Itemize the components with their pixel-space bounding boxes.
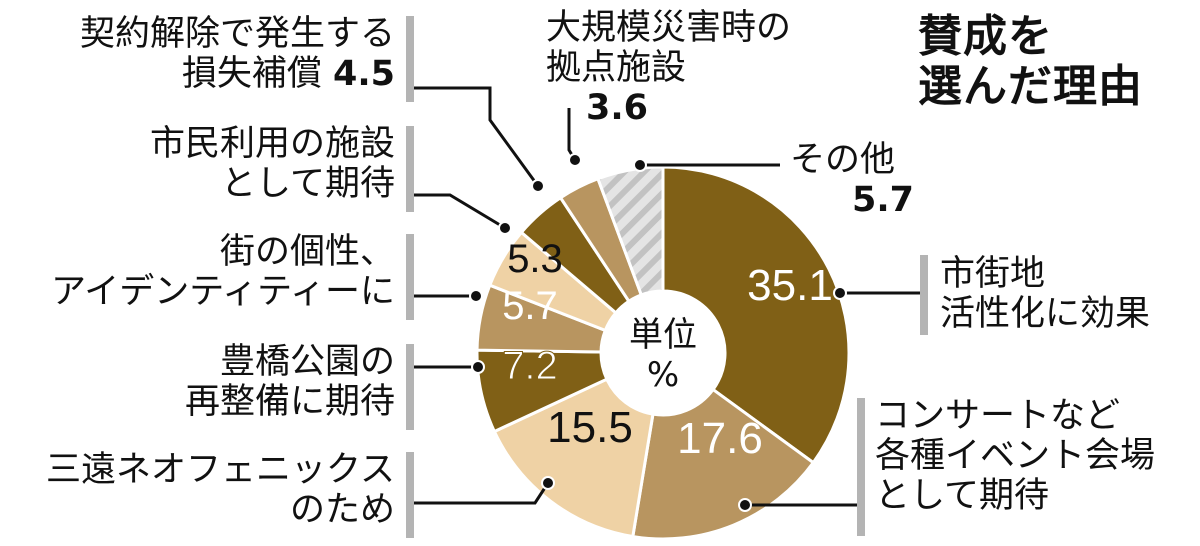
title-line1: 賛成を xyxy=(918,11,1053,62)
label-line: 拠点施設 xyxy=(546,48,687,88)
label-line: のため xyxy=(289,490,395,530)
label-sonota: その他 5.7 xyxy=(790,140,914,220)
label-bar xyxy=(406,344,414,430)
label-saigai: 大規模災害時の 拠点施設 3.6 xyxy=(546,8,791,128)
label-shigaichi: 市街地 活性化に効果 xyxy=(940,254,1150,334)
label-park: 豊橋公園の 再整備に期待 xyxy=(185,342,395,422)
label-line: 再整備に期待 xyxy=(184,382,395,422)
value-5-3: 5.3 xyxy=(507,237,563,281)
title-line2: 選んだ理由 xyxy=(918,61,1143,112)
donut-slices xyxy=(475,165,851,541)
label-shimin: 市民利用の施設 として期待 xyxy=(150,124,395,204)
donut-hole xyxy=(601,291,725,415)
value-7-2: 7.2 xyxy=(502,344,558,388)
label-bar xyxy=(857,398,865,536)
value-15-5: 15.5 xyxy=(547,403,633,452)
label-line: 契約解除で発生する xyxy=(79,14,395,54)
label-line: 三遠ネオフェニックス xyxy=(46,450,395,490)
label-value: 5.7 xyxy=(852,180,915,220)
label-line: 街の個性、 xyxy=(219,232,395,272)
chart-title: 賛成を 選んだ理由 xyxy=(918,12,1143,112)
leader-dots xyxy=(469,153,847,512)
label-line: 損失補償 xyxy=(181,54,322,94)
label-line: 市民利用の施設 xyxy=(149,124,395,164)
label-concert: コンサートなど 各種イベント会場 として期待 xyxy=(875,396,1155,516)
label-line: 各種イベント会場 xyxy=(875,436,1156,476)
value-35-1: 35.1 xyxy=(747,261,833,310)
label-line: その他 xyxy=(790,140,896,180)
label-line: として期待 xyxy=(875,476,1049,516)
label-bar xyxy=(406,234,414,320)
label-line: として期待 xyxy=(221,164,395,204)
label-value: 3.6 xyxy=(586,88,649,128)
label-line: アイデンティティーに xyxy=(50,272,395,312)
label-bar xyxy=(406,126,414,212)
unit-percent: % xyxy=(647,355,679,395)
label-line: 市街地 xyxy=(940,254,1046,294)
label-identity: 街の個性、 アイデンティティーに xyxy=(51,232,395,312)
label-line: 活性化に効果 xyxy=(940,294,1151,334)
label-line: 豊橋公園の xyxy=(219,342,395,382)
label-bar xyxy=(406,16,414,102)
label-line: コンサートなど xyxy=(875,396,1121,436)
label-line: 大規模災害時の xyxy=(546,8,792,48)
label-neophoenix: 三遠ネオフェニックス のため xyxy=(46,450,395,530)
value-5-7: 5.7 xyxy=(502,284,558,328)
label-value: 4.5 xyxy=(332,54,395,94)
value-17-6: 17.6 xyxy=(677,414,763,463)
label-bar xyxy=(406,452,414,538)
label-bar xyxy=(920,255,928,335)
label-keiyaku: 契約解除で発生する 損失補償 4.5 xyxy=(80,14,395,94)
unit-label: 単位 xyxy=(629,315,697,355)
